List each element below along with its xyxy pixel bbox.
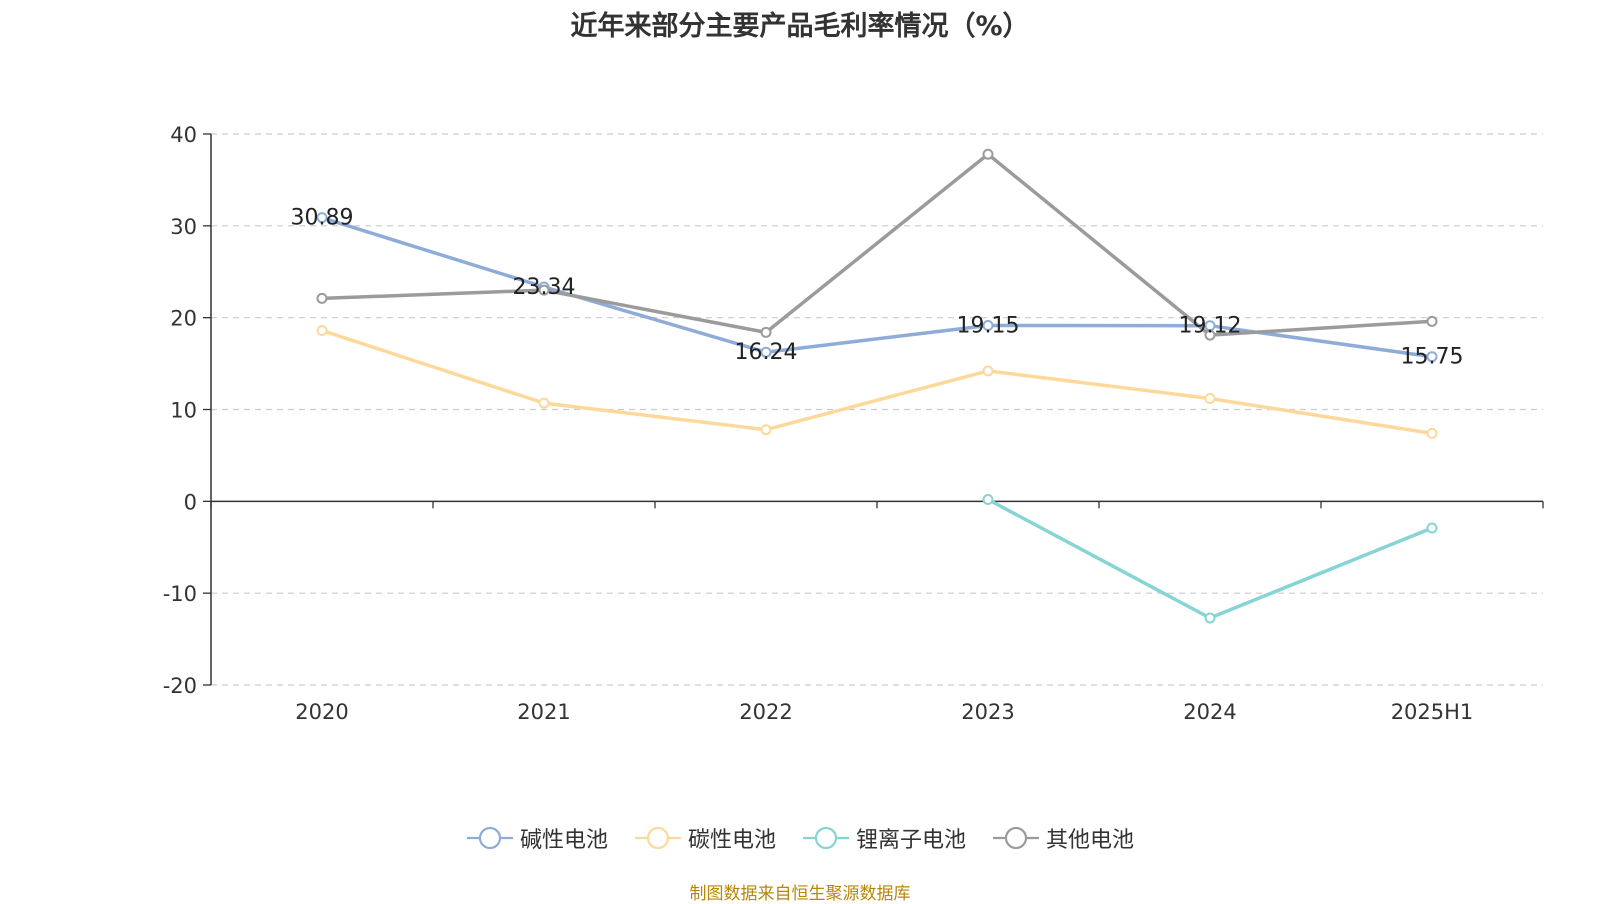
legend-item[interactable]: 锂离子电池 — [802, 822, 966, 854]
legend: 碱性电池 碳性电池 锂离子电池 其他电池 — [0, 822, 1600, 854]
x-tick-label: 2021 — [517, 700, 570, 724]
data-point[interactable] — [982, 319, 994, 331]
legend-item[interactable]: 其他电池 — [992, 822, 1134, 854]
data-label: 19.15 — [957, 313, 1020, 338]
x-tick-label: 2020 — [295, 700, 348, 724]
series-line — [320, 215, 1434, 359]
x-tick-label: 2022 — [739, 700, 792, 724]
y-tick-label: -10 — [163, 582, 197, 606]
series-line — [320, 152, 1434, 337]
data-point[interactable] — [538, 284, 550, 296]
legend-label: 碳性电池 — [687, 828, 776, 853]
legend-label: 碱性电池 — [519, 828, 608, 853]
data-point[interactable] — [760, 326, 772, 338]
data-point[interactable] — [760, 424, 772, 436]
legend-label: 其他电池 — [1046, 828, 1135, 853]
chart-title: 近年来部分主要产品毛利率情况（%） — [570, 11, 1030, 42]
data-point[interactable] — [982, 148, 994, 160]
x-tick-label: 2024 — [1183, 700, 1236, 724]
data-point[interactable] — [1204, 329, 1216, 341]
source-note: 制图数据来自恒生聚源数据库 — [689, 884, 911, 904]
data-point[interactable] — [982, 493, 994, 505]
data-point[interactable] — [1426, 427, 1438, 439]
data-label: 15.75 — [1401, 345, 1464, 370]
legend-swatch-icon — [634, 826, 681, 850]
data-point[interactable] — [1426, 315, 1438, 327]
data-point[interactable] — [1204, 392, 1216, 404]
data-point[interactable] — [316, 325, 328, 337]
y-tick-label: 10 — [170, 399, 197, 423]
x-tick-label: 2023 — [961, 700, 1014, 724]
data-point[interactable] — [1426, 351, 1438, 363]
legend-swatch-icon — [466, 826, 513, 850]
data-label: 16.24 — [735, 340, 798, 365]
legend-item[interactable]: 碳性电池 — [634, 822, 776, 854]
y-tick-label: 30 — [170, 215, 197, 239]
x-tick-label: 2025H1 — [1391, 700, 1474, 724]
data-point[interactable] — [1426, 522, 1438, 534]
series-line — [320, 328, 1434, 436]
data-point[interactable] — [1204, 612, 1216, 624]
legend-swatch-icon — [803, 826, 849, 850]
data-label: 30.89 — [291, 206, 354, 231]
data-label: 19.12 — [1179, 314, 1242, 339]
data-point[interactable] — [538, 397, 550, 409]
data-point[interactable] — [316, 292, 328, 304]
y-tick-label: 40 — [170, 123, 197, 147]
series-line — [986, 497, 1434, 620]
y-tick-label: -20 — [163, 674, 197, 698]
legend-label: 锂离子电池 — [856, 828, 967, 853]
data-point[interactable] — [982, 365, 994, 377]
legend-item[interactable]: 碱性电池 — [466, 822, 608, 854]
legend-swatch-icon — [993, 826, 1040, 850]
data-point[interactable] — [316, 212, 328, 224]
data-label: 23.34 — [513, 275, 576, 300]
y-tick-label: 0 — [184, 490, 197, 514]
data-point[interactable] — [760, 346, 772, 358]
y-tick-label: 20 — [170, 307, 197, 331]
